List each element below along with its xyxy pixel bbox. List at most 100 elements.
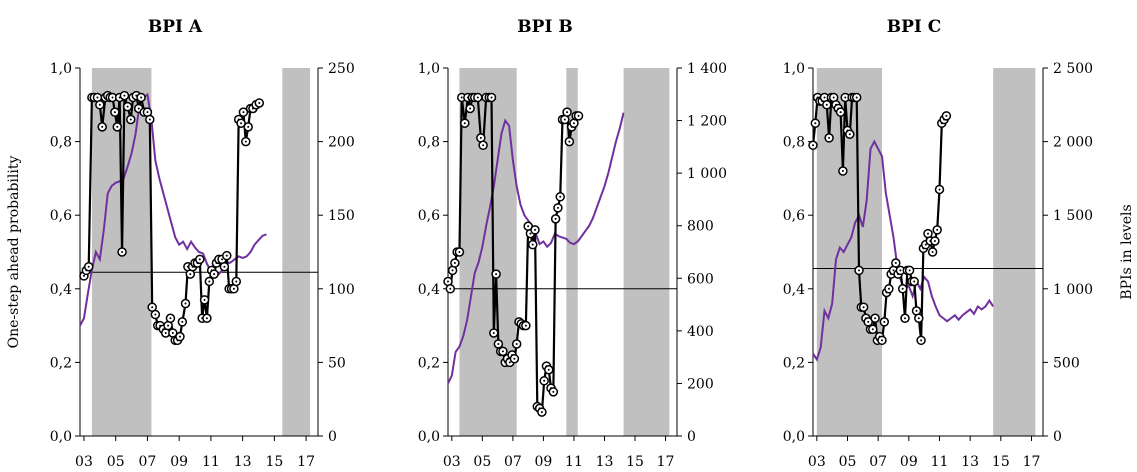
- x-tick-label: 15: [626, 454, 644, 470]
- x-tick-label: 09: [170, 454, 188, 470]
- probability-point-dot: [566, 111, 569, 114]
- probability-point-dot: [164, 331, 167, 334]
- right-axis-label: BPIs in levels: [1119, 204, 1135, 299]
- probability-point-dot: [171, 331, 174, 334]
- probability-point-dot: [98, 103, 101, 106]
- probability-point-dot: [497, 343, 500, 345]
- right-tick-label: 150: [328, 208, 355, 224]
- probability-point-dot: [871, 328, 874, 331]
- left-tick-label: 1,0: [783, 61, 805, 77]
- x-tick-label: 05: [107, 454, 125, 470]
- probability-point-dot: [154, 313, 157, 316]
- probability-point-dot: [449, 287, 452, 290]
- x-tick-label: 11: [931, 454, 949, 470]
- probability-point-dot: [205, 317, 208, 320]
- probability-point-dot: [924, 243, 927, 246]
- probability-point-dot: [101, 125, 104, 128]
- right-tick-label: 250: [328, 61, 355, 77]
- probability-point-dot: [927, 232, 929, 235]
- left-tick-label: 0,4: [418, 282, 440, 298]
- left-tick-label: 0,8: [418, 135, 440, 151]
- probability-point-dot: [244, 140, 247, 143]
- probability-point-dot: [933, 239, 936, 242]
- chart-bpi-b: BPI B 0,0 0,2 0,4 0,6 0,8 1,0 0 200 400 600 800 1 0…: [418, 17, 727, 470]
- right-tick-label: 1 400: [687, 61, 727, 77]
- probability-point-dot: [513, 357, 516, 360]
- probability-point-dot: [451, 269, 454, 272]
- probability-point-dot: [116, 125, 119, 128]
- probability-point-dot: [812, 144, 814, 147]
- probability-point-dot: [527, 225, 530, 228]
- right-tick-label: 200: [328, 135, 355, 151]
- probability-point-dot: [146, 111, 149, 114]
- right-tick-label: 800: [687, 219, 714, 235]
- right-tick-label: 200: [687, 376, 714, 392]
- probability-point-dot: [113, 111, 116, 114]
- probability-point-dot: [529, 232, 532, 235]
- probability-point-dot: [184, 302, 187, 305]
- left-tick-label: 0,0: [418, 429, 440, 445]
- x-tick-label: 11: [202, 454, 220, 470]
- probability-point-dot: [221, 258, 224, 261]
- probability-point-dot: [123, 94, 126, 97]
- probability-point-dot: [181, 320, 184, 323]
- shaded-period: [282, 68, 311, 436]
- probability-point-dot: [524, 324, 527, 327]
- x-tick-label: 07: [869, 454, 887, 470]
- probability-point-dot: [531, 243, 534, 246]
- probability-point-dot: [232, 287, 235, 290]
- left-tick-label: 0,6: [50, 208, 72, 224]
- probability-point-dot: [111, 96, 114, 99]
- probability-point-dot: [945, 114, 948, 117]
- x-tick-label: 05: [473, 454, 491, 470]
- probability-point-dot: [121, 251, 124, 253]
- right-tick-label: 100: [328, 282, 355, 298]
- probability-point-dot: [572, 122, 575, 125]
- right-tick-label: 2 500: [1053, 61, 1093, 77]
- probability-point-dot: [447, 280, 449, 283]
- probability-point-dot: [908, 269, 911, 272]
- right-tick-label: 400: [687, 324, 714, 340]
- left-tick-label: 0,6: [418, 208, 440, 224]
- probability-point-dot: [862, 306, 865, 309]
- chart-bpi-a: BPI A One-step ahead probability 0,0 0,2 0…: [6, 17, 355, 470]
- shaded-period: [993, 68, 1036, 436]
- probability-point-dot: [223, 265, 226, 268]
- probability-point-dot: [568, 140, 571, 143]
- probability-point-dot: [848, 133, 851, 136]
- probability-point-dot: [920, 339, 923, 342]
- probability-point-dot: [901, 287, 904, 290]
- probability-point-dot: [844, 96, 847, 99]
- chart-title: BPI A: [148, 17, 203, 37]
- left-tick-label: 0,2: [418, 355, 440, 371]
- x-tick-label: 03: [808, 454, 826, 470]
- probability-point-dot: [495, 273, 498, 276]
- right-tick-label: 500: [1053, 355, 1080, 371]
- probability-point-dot: [453, 262, 456, 265]
- x-tick-label: 15: [992, 454, 1010, 470]
- left-axis-label: One-step ahead probability: [6, 156, 22, 349]
- probability-point-dot: [167, 324, 170, 327]
- probability-point-dot: [814, 122, 817, 125]
- probability-point-dot: [96, 96, 99, 99]
- probability-point-dot: [225, 254, 228, 257]
- plot-area: [79, 68, 319, 437]
- probability-point-dot: [899, 269, 902, 272]
- probability-point-dot: [463, 122, 466, 125]
- x-tick-label: 17: [1023, 454, 1041, 470]
- probability-point-dot: [235, 280, 238, 283]
- probability-point-dot: [515, 343, 518, 345]
- probability-point-dot: [82, 274, 85, 277]
- probability-point-dot: [148, 118, 151, 121]
- chart-bpi-c: BPI C BPIs in levels 0,0 0,2 0,4 0,6 0,8 1,0 0…: [783, 17, 1135, 470]
- right-tick-label: 0: [1053, 429, 1062, 445]
- right-tick-label: 2 000: [1053, 135, 1093, 151]
- probability-point-dot: [874, 317, 877, 320]
- probability-point-dot: [126, 105, 129, 108]
- probability-point-dot: [839, 111, 842, 114]
- right-tick-label: 1 500: [1053, 208, 1093, 224]
- probability-point-dot: [894, 262, 897, 265]
- probability-point-dot: [198, 258, 201, 261]
- x-tick-label: 13: [596, 454, 614, 470]
